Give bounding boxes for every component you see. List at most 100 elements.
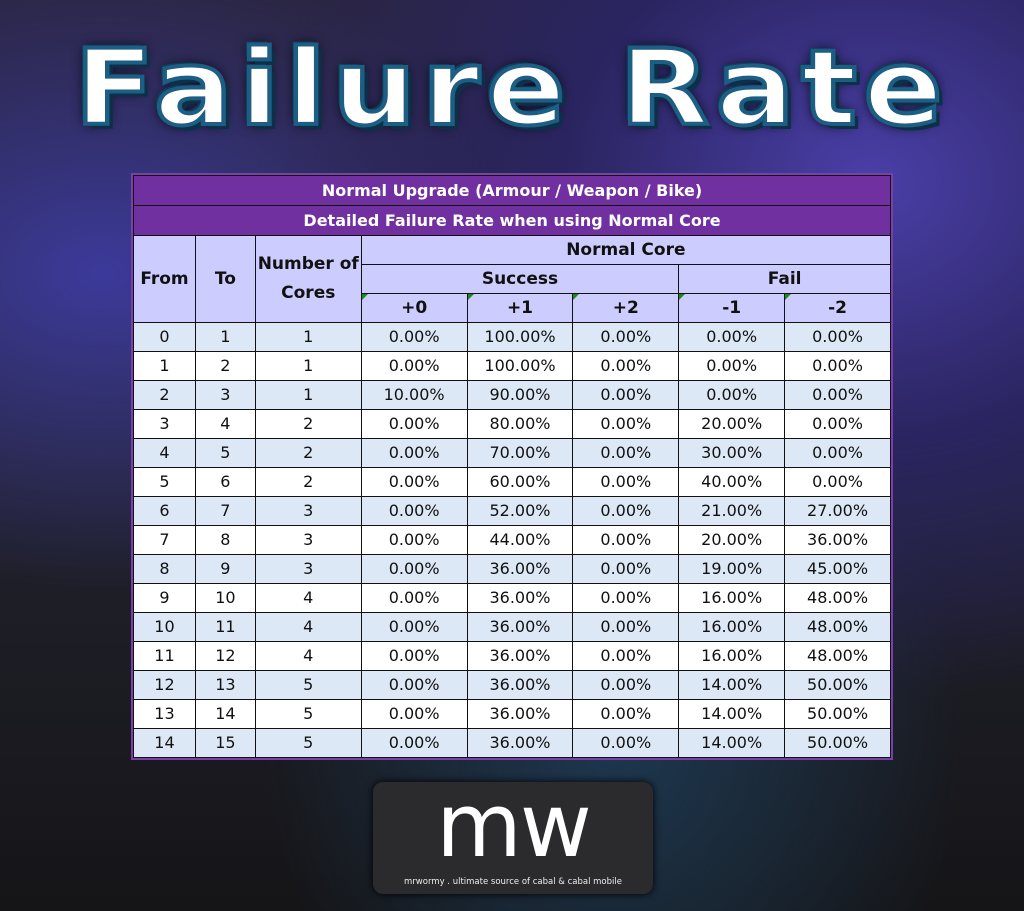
table-row: 5 6 2 0.00% 60.00% 0.00% 40.00% 0.00% [133, 467, 891, 497]
table-cell: 0.00% [572, 641, 680, 671]
table-cell: 0.00% [572, 322, 680, 352]
table-cell: 13 [133, 699, 196, 729]
table-cell: 0 [133, 322, 196, 352]
table-cell: 0.00% [360, 525, 468, 555]
table-cell: 0.00% [360, 554, 468, 584]
header-from: From [133, 235, 196, 323]
table-cell: 14 [133, 728, 196, 758]
table-row: 13 14 5 0.00% 36.00% 0.00% 14.00% 50.00% [133, 699, 891, 729]
table-cell: 2 [254, 438, 362, 468]
table-cell: 44.00% [466, 525, 574, 555]
table-row: 6 7 3 0.00% 52.00% 0.00% 21.00% 27.00% [133, 496, 891, 526]
table-cell: 0.00% [360, 351, 468, 381]
header-col: +1 [466, 293, 574, 323]
table-cell: 100.00% [466, 322, 574, 352]
table-cell: 40.00% [678, 467, 786, 497]
table-cell: 8 [133, 554, 196, 584]
table-cell: 16.00% [678, 583, 786, 613]
table-cell: 0.00% [572, 438, 680, 468]
table-cell: 45.00% [784, 554, 891, 584]
mw-logo: mw mrwormy . ultimate source of cabal & … [373, 782, 653, 894]
table-cell: 1 [194, 322, 256, 352]
table-cell: 0.00% [360, 438, 468, 468]
table-cell: 2 [133, 380, 196, 410]
table-cell: 0.00% [360, 670, 468, 700]
table-cell: 0.00% [360, 409, 468, 439]
table-cell: 12 [133, 670, 196, 700]
table-cell: 20.00% [678, 525, 786, 555]
table-cell: 9 [133, 583, 196, 613]
table-cell: 1 [254, 322, 362, 352]
failure-rate-table: Normal Upgrade (Armour / Weapon / Bike) … [133, 175, 892, 758]
table-cell: 0.00% [572, 728, 680, 758]
logo-tagline: mrwormy . ultimate source of cabal & cab… [404, 877, 622, 887]
table-cell: 36.00% [466, 728, 574, 758]
table-cell: 36.00% [466, 699, 574, 729]
table-cell: 0.00% [572, 670, 680, 700]
table-cell: 16.00% [678, 641, 786, 671]
table-row: 10 11 4 0.00% 36.00% 0.00% 16.00% 48.00% [133, 612, 891, 642]
table-cell: 14 [194, 699, 256, 729]
table-cell: 3 [133, 409, 196, 439]
table-cell: 0.00% [784, 467, 891, 497]
table-cell: 0.00% [360, 641, 468, 671]
table-cell: 90.00% [466, 380, 574, 410]
table-cell: 11 [194, 612, 256, 642]
table-cell: 36.00% [466, 612, 574, 642]
table-cell: 15 [194, 728, 256, 758]
table-row: 2 3 1 10.00% 90.00% 0.00% 0.00% 0.00% [133, 380, 891, 410]
table-cell: 70.00% [466, 438, 574, 468]
table-cell: 10 [194, 583, 256, 613]
table-cell: 4 [254, 612, 362, 642]
header-col: -2 [784, 293, 891, 323]
table-cell: 5 [133, 467, 196, 497]
table-cell: 4 [194, 409, 256, 439]
table-row: 4 5 2 0.00% 70.00% 0.00% 30.00% 0.00% [133, 438, 891, 468]
table-row: 3 4 2 0.00% 80.00% 0.00% 20.00% 0.00% [133, 409, 891, 439]
table-cell: 16.00% [678, 612, 786, 642]
table-cell: 5 [194, 438, 256, 468]
table-cell: 2 [254, 409, 362, 439]
table-cell: 4 [254, 641, 362, 671]
table-cell: 50.00% [784, 699, 891, 729]
table-cell: 7 [194, 496, 256, 526]
table-cell: 0.00% [360, 496, 468, 526]
table-cell: 1 [254, 351, 362, 381]
table-cell: 0.00% [360, 467, 468, 497]
table-cell: 60.00% [466, 467, 574, 497]
table-cell: 10.00% [360, 380, 468, 410]
table-cell: 11 [133, 641, 196, 671]
table-row: 0 1 1 0.00% 100.00% 0.00% 0.00% 0.00% [133, 322, 891, 352]
header-cores: Number of Cores [254, 235, 362, 323]
table-cell: 4 [133, 438, 196, 468]
table-cell: 0.00% [572, 409, 680, 439]
table-cell: 36.00% [784, 525, 891, 555]
table-cell: 0.00% [784, 438, 891, 468]
table-cell: 0.00% [678, 380, 786, 410]
page-title: Failure Rate [72, 26, 950, 150]
table-cell: 10 [133, 612, 196, 642]
table-cell: 2 [194, 351, 256, 381]
table-row: 8 9 3 0.00% 36.00% 0.00% 19.00% 45.00% [133, 554, 891, 584]
header-col: -1 [678, 293, 786, 323]
table-cell: 3 [254, 554, 362, 584]
table-cell: 0.00% [360, 699, 468, 729]
table-cell: 14.00% [678, 670, 786, 700]
table-cell: 6 [194, 467, 256, 497]
table-cell: 19.00% [678, 554, 786, 584]
table-cell: 0.00% [360, 322, 468, 352]
header-col: +0 [360, 293, 468, 323]
table-cell: 50.00% [784, 728, 891, 758]
table-cell: 12 [194, 641, 256, 671]
table-cell: 36.00% [466, 583, 574, 613]
table-row: 11 12 4 0.00% 36.00% 0.00% 16.00% 48.00% [133, 641, 891, 671]
table-cell: 4 [254, 583, 362, 613]
table-row: 14 15 5 0.00% 36.00% 0.00% 14.00% 50.00% [133, 728, 891, 758]
table-cell: 0.00% [784, 380, 891, 410]
table-row: 1 2 1 0.00% 100.00% 0.00% 0.00% 0.00% [133, 351, 891, 381]
table-cell: 7 [133, 525, 196, 555]
table-cell: 80.00% [466, 409, 574, 439]
table-cell: 3 [194, 380, 256, 410]
table-cell: 2 [254, 467, 362, 497]
table-cell: 1 [254, 380, 362, 410]
